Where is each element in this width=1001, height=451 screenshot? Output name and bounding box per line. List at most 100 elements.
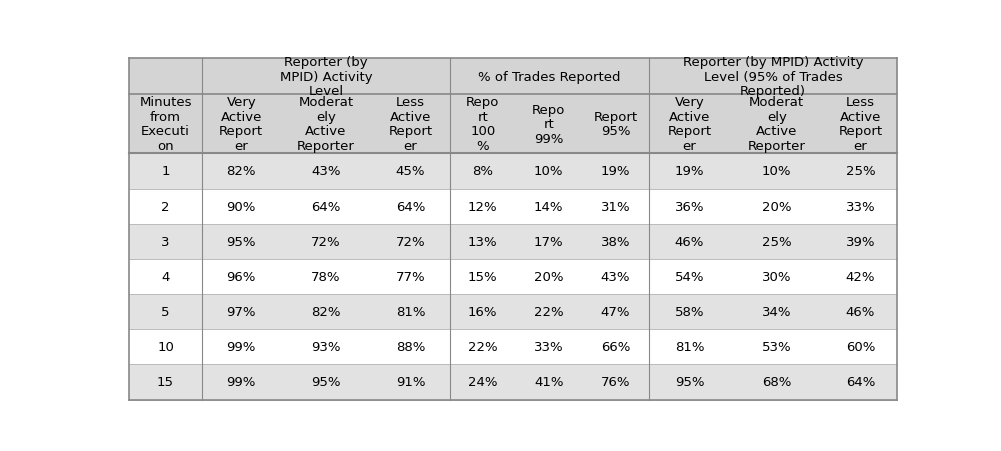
Text: Very
Active
Report
er: Very Active Report er (668, 96, 712, 152)
Bar (582, 364, 650, 400)
Bar (650, 60, 897, 94)
Text: Report
95%: Report 95% (594, 110, 638, 138)
Bar (730, 94, 824, 154)
Bar (582, 295, 650, 330)
Bar (449, 189, 516, 224)
Bar (730, 154, 824, 189)
Text: 47%: 47% (601, 305, 631, 318)
Bar (516, 295, 582, 330)
Bar (516, 94, 582, 154)
Text: 95%: 95% (311, 376, 340, 389)
Text: 38%: 38% (601, 235, 631, 248)
Bar (824, 330, 897, 364)
Text: 46%: 46% (675, 235, 704, 248)
Text: 95%: 95% (226, 235, 256, 248)
Text: 46%: 46% (846, 305, 875, 318)
Bar (371, 94, 449, 154)
Bar (280, 259, 371, 295)
Bar (516, 154, 582, 189)
Text: 96%: 96% (226, 270, 256, 283)
Bar (129, 364, 202, 400)
Text: 97%: 97% (226, 305, 256, 318)
Text: 77%: 77% (395, 270, 425, 283)
Text: 82%: 82% (311, 305, 340, 318)
Bar (730, 224, 824, 259)
Bar (516, 259, 582, 295)
Bar (582, 94, 650, 154)
Text: 99%: 99% (226, 341, 256, 354)
Bar (449, 224, 516, 259)
Bar (582, 189, 650, 224)
Text: 41%: 41% (534, 376, 564, 389)
Text: 25%: 25% (762, 235, 792, 248)
Text: 1: 1 (161, 165, 170, 178)
Text: Very
Active
Report
er: Very Active Report er (219, 96, 263, 152)
Bar (202, 94, 280, 154)
Text: 3: 3 (161, 235, 170, 248)
Text: 82%: 82% (226, 165, 256, 178)
Text: % of Trades Reported: % of Trades Reported (478, 70, 621, 83)
Text: 31%: 31% (601, 200, 631, 213)
Bar (449, 330, 516, 364)
Bar (280, 189, 371, 224)
Bar (371, 259, 449, 295)
Text: 95%: 95% (675, 376, 704, 389)
Bar (650, 295, 730, 330)
Text: 34%: 34% (762, 305, 792, 318)
Bar (129, 154, 202, 189)
Bar (202, 330, 280, 364)
Bar (730, 330, 824, 364)
Text: 58%: 58% (675, 305, 704, 318)
Bar (824, 295, 897, 330)
Text: 15%: 15% (467, 270, 497, 283)
Bar (824, 259, 897, 295)
Bar (371, 154, 449, 189)
Bar (449, 94, 516, 154)
Text: 36%: 36% (675, 200, 704, 213)
Bar (582, 154, 650, 189)
Text: 25%: 25% (846, 165, 875, 178)
Text: 2: 2 (161, 200, 170, 213)
Bar (280, 94, 371, 154)
Text: 10%: 10% (534, 165, 564, 178)
Bar (730, 259, 824, 295)
Text: 19%: 19% (601, 165, 631, 178)
Text: 19%: 19% (675, 165, 704, 178)
Bar (449, 364, 516, 400)
Bar (129, 330, 202, 364)
Text: 15: 15 (157, 376, 174, 389)
Text: 60%: 60% (846, 341, 875, 354)
Bar (516, 224, 582, 259)
Bar (202, 364, 280, 400)
Bar (650, 154, 730, 189)
Text: 10%: 10% (762, 165, 792, 178)
Bar (129, 295, 202, 330)
Text: 76%: 76% (601, 376, 631, 389)
Bar (129, 189, 202, 224)
Text: 39%: 39% (846, 235, 875, 248)
Bar (650, 259, 730, 295)
Text: 66%: 66% (601, 341, 631, 354)
Text: Repo
rt
100
%: Repo rt 100 % (466, 96, 499, 152)
Bar (650, 330, 730, 364)
Text: 64%: 64% (846, 376, 875, 389)
Text: Reporter (by
MPID) Activity
Level: Reporter (by MPID) Activity Level (279, 56, 372, 98)
Text: 10: 10 (157, 341, 174, 354)
Bar (371, 295, 449, 330)
Text: 81%: 81% (675, 341, 704, 354)
Bar (202, 60, 449, 94)
Bar (824, 364, 897, 400)
Text: 22%: 22% (534, 305, 564, 318)
Text: 68%: 68% (762, 376, 792, 389)
Text: 13%: 13% (467, 235, 497, 248)
Text: 17%: 17% (534, 235, 564, 248)
Bar (280, 154, 371, 189)
Bar (516, 364, 582, 400)
Bar (371, 189, 449, 224)
Bar (449, 295, 516, 330)
Text: 88%: 88% (395, 341, 425, 354)
Bar (449, 154, 516, 189)
Text: 5: 5 (161, 305, 170, 318)
Bar (202, 259, 280, 295)
Bar (202, 154, 280, 189)
